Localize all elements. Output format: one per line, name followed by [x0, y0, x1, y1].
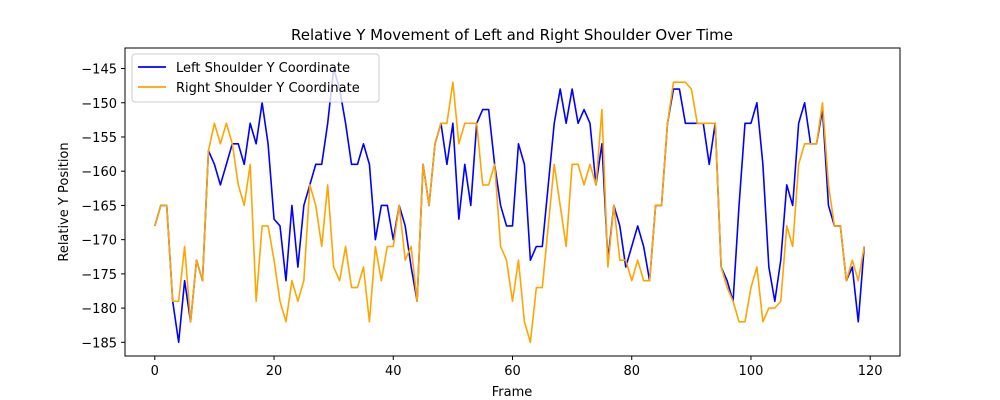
x-tick-label: 100 [739, 364, 764, 379]
x-tick-label: 20 [266, 364, 283, 379]
series-line-right-shoulder [154, 81, 866, 344]
y-tick-label: −150 [81, 97, 117, 112]
x-axis-label: Frame [492, 385, 533, 400]
y-tick-label: −170 [81, 234, 117, 249]
y-axis-label: Relative Y Position [57, 142, 72, 261]
y-tick-label: −180 [81, 302, 117, 317]
x-tick-label: 120 [858, 364, 883, 379]
plot-lines [154, 67, 866, 344]
legend-label-left: Left Shoulder Y Coordinate [176, 61, 350, 76]
x-axis-ticks: 0 20 40 60 80 100 120 [151, 356, 883, 379]
x-tick-label: 40 [385, 364, 402, 379]
y-tick-label: −145 [81, 63, 117, 78]
y-tick-label: −175 [81, 268, 117, 283]
x-tick-label: 0 [151, 364, 159, 379]
x-tick-label: 80 [623, 364, 640, 379]
y-tick-label: −185 [81, 336, 117, 351]
y-tick-label: −155 [81, 131, 117, 146]
legend-box [131, 53, 380, 103]
chart-title: Relative Y Movement of Left and Right Sh… [291, 26, 733, 44]
y-axis-ticks: −145 −150 −155 −160 −165 −170 −175 −180 −185 [81, 63, 125, 351]
legend: Left Shoulder Y Coordinate Right Shoulde… [131, 53, 380, 103]
x-tick-label: 60 [504, 364, 521, 379]
series-line-left-shoulder [154, 67, 866, 344]
y-tick-label: −165 [81, 199, 117, 214]
y-tick-label: −160 [81, 165, 117, 180]
legend-label-right: Right Shoulder Y Coordinate [176, 81, 360, 96]
